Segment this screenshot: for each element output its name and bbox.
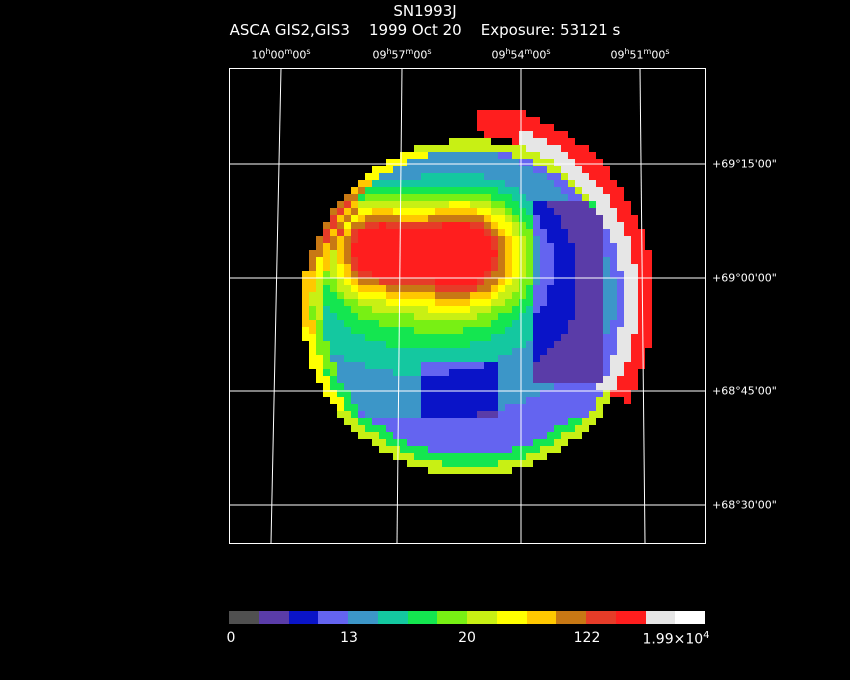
colorbar [229, 611, 705, 624]
colorbar-swatch-6 [377, 611, 408, 624]
dec-tick-label-3: +68°45'00" [712, 384, 777, 398]
colorbar-swatch-5 [348, 611, 378, 624]
image-title: SN1993J [393, 2, 457, 20]
dec-tick-label-1: +69°15'00" [712, 157, 777, 171]
colorbar-swatch-2 [258, 611, 289, 624]
colorbar-label-max: 1.99×104 [642, 630, 710, 648]
colorbar-swatch-12 [556, 611, 586, 624]
colorbar-swatch-13 [586, 611, 616, 624]
colorbar-swatch-14 [615, 611, 646, 624]
ra-gridline-2 [396, 67, 403, 544]
dec-tick-label-4: +68°30'00" [712, 498, 777, 512]
colorbar-label-min: 0 [226, 630, 236, 646]
colorbar-swatch-10 [496, 611, 527, 624]
dec-tick-label-2: +69°00'00" [712, 271, 777, 285]
colorbar-swatch-1 [229, 611, 259, 624]
colorbar-label-2: 13 [340, 630, 358, 646]
colorbar-swatch-3 [288, 611, 319, 624]
colorbar-swatch-15 [645, 611, 676, 624]
ra-tick-label-1: 10h00m00s [251, 47, 311, 62]
colorbar-swatch-9 [467, 611, 497, 624]
colorbar-swatch-16 [675, 611, 705, 624]
image-subtitle: ASCA GIS2,GIS3 1999 Oct 20 Exposure: 531… [229, 21, 621, 39]
coordinate-grid [229, 67, 706, 544]
colorbar-swatch-11 [526, 611, 557, 624]
image-frame [229, 68, 706, 544]
ra-tick-label-4: 09h51m00s [610, 47, 670, 62]
ra-gridline-4 [639, 67, 646, 544]
colorbar-swatch-7 [407, 611, 438, 624]
ra-gridline-1 [270, 67, 282, 544]
colorbar-swatch-8 [437, 611, 467, 624]
ra-tick-label-2: 09h57m00s [372, 47, 432, 62]
colorbar-label-3: 20 [458, 630, 476, 646]
colorbar-swatch-4 [318, 611, 348, 624]
colorbar-label-4: 122 [573, 630, 601, 646]
ra-tick-label-3: 09h54m00s [491, 47, 551, 62]
xray-emission-image [302, 110, 652, 474]
